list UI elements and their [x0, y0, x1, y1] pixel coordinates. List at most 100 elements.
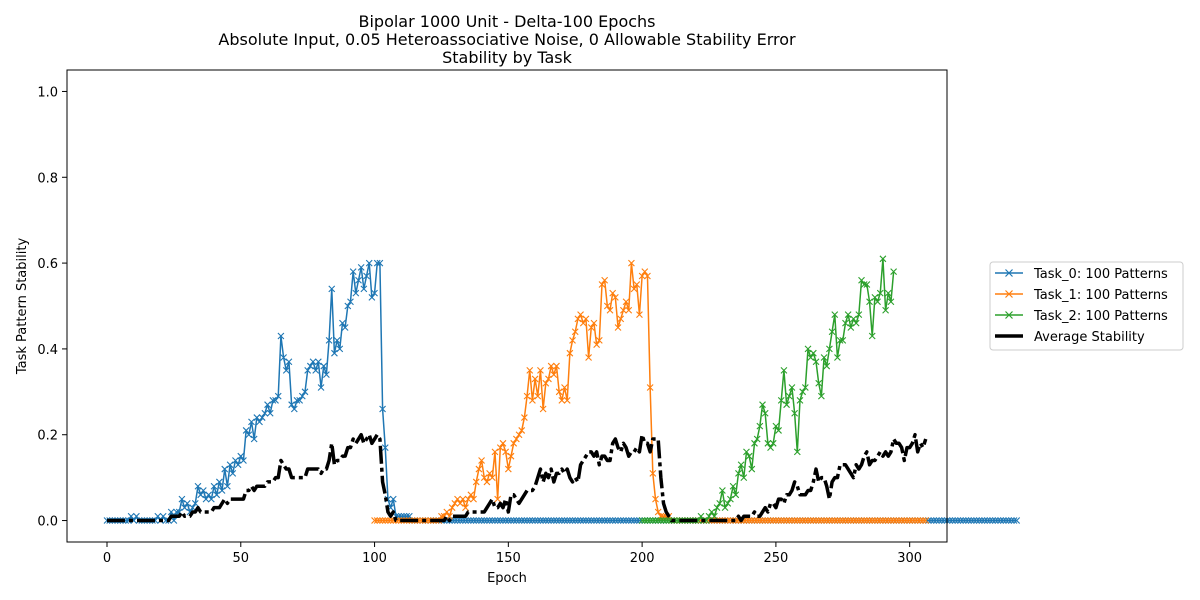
- series-task-1-point: [791, 517, 799, 524]
- series-task-1-point: [834, 517, 841, 524]
- series-task-1-point: [617, 315, 625, 323]
- series-task-2-point: [828, 328, 836, 336]
- series-task-0-point: [515, 517, 523, 524]
- y-tick-label: 0.2: [37, 429, 58, 444]
- series-task-0-point: [938, 517, 946, 524]
- series-task-0-point: [630, 517, 638, 524]
- series-task-0-point: [240, 457, 247, 464]
- series-task-0-point: [628, 517, 635, 524]
- series-task-0-point: [277, 332, 285, 340]
- series-task-1-point: [558, 397, 566, 404]
- series-task-0-point: [989, 517, 997, 524]
- series-task-1-point: [424, 517, 432, 524]
- series-task-1-point: [892, 517, 900, 524]
- series-task-1-point: [462, 504, 469, 512]
- series-task-1-point: [582, 315, 590, 323]
- series-task-1-point: [438, 512, 445, 520]
- series-task-0-point: [290, 405, 298, 413]
- series-task-0-point: [323, 371, 330, 379]
- series-task-0-point: [563, 517, 571, 524]
- series-task-1-line: [374, 262, 926, 522]
- series-task-1-point: [454, 495, 461, 503]
- series-task-2-point: [842, 319, 849, 327]
- series-task-0-point: [529, 517, 536, 524]
- series-task-0-point: [296, 397, 304, 404]
- series-task-2-point: [788, 384, 796, 391]
- series-task-0-point: [368, 294, 376, 301]
- series-task-0-point: [981, 517, 988, 524]
- series-task-0-point: [636, 517, 643, 524]
- series-task-2-point: [855, 311, 863, 318]
- series-task-1-point: [783, 517, 790, 524]
- series-task-2-point: [649, 517, 657, 524]
- series-task-2-point: [708, 508, 716, 516]
- series-task-0-point: [518, 517, 526, 524]
- series-task-2-point: [858, 276, 865, 284]
- series-task-1-point: [646, 384, 654, 391]
- series-task-0-point: [488, 517, 496, 524]
- legend-frame: [989, 261, 1184, 351]
- series-task-0-point: [625, 517, 633, 524]
- series-task-0-point: [130, 517, 138, 524]
- series-task-1-point: [515, 431, 523, 439]
- series-task-1-point: [550, 371, 558, 379]
- series-task-0-point: [199, 487, 207, 494]
- series-task-1-point: [753, 517, 761, 524]
- series-task-0-point: [999, 517, 1007, 524]
- series-task-1-point: [416, 517, 424, 524]
- series-task-0-point: [341, 324, 349, 331]
- series-task-0-point: [611, 517, 619, 524]
- y-axis: 0.0 0.2 0.4 0.6 0.8 1.0: [37, 85, 67, 530]
- series-task-0-point: [925, 517, 932, 524]
- series-task-0-point: [373, 259, 381, 267]
- series-task-1-point: [906, 517, 914, 524]
- series-task-2-point: [724, 499, 732, 507]
- series-task-1-point: [654, 508, 662, 516]
- series-task-1-point: [724, 517, 732, 524]
- series-task-1-point: [895, 517, 903, 524]
- series-task-1-point: [852, 517, 860, 524]
- series-task-1-point: [879, 517, 887, 524]
- series-task-0-point: [930, 517, 938, 524]
- series-task-0-point: [496, 517, 504, 524]
- series-task-2-point: [831, 311, 839, 318]
- series-task-1-point: [603, 302, 611, 310]
- series-task-0-point: [363, 272, 370, 280]
- series-task-1-point: [804, 517, 812, 524]
- series-task-1-point: [866, 517, 873, 524]
- series-task-0-point: [232, 457, 239, 464]
- series-task-2-point: [769, 439, 777, 447]
- series-task-0-point: [127, 512, 135, 520]
- series-task-1-point: [542, 379, 550, 387]
- series-task-1-point: [756, 517, 764, 524]
- series-task-1-point: [727, 517, 734, 524]
- y-axis-label: Task Pattern Stability: [15, 238, 30, 376]
- series-task-1-point: [743, 517, 750, 524]
- series-task-2-point: [764, 439, 772, 447]
- series-task-1-point: [826, 517, 833, 524]
- series-task-0-point: [189, 504, 197, 512]
- series-task-2-point: [860, 281, 868, 288]
- series-task-2-point: [823, 362, 831, 370]
- series-task-0-point: [170, 517, 178, 524]
- series-task-0-point: [617, 517, 625, 524]
- series-task-1-point: [606, 306, 614, 314]
- series-task-1-point: [868, 517, 876, 524]
- series-task-0-point: [547, 517, 555, 524]
- series-task-1-point: [831, 517, 839, 524]
- series-task-1-point: [622, 298, 630, 306]
- chart-title-line-3: Stability by Task: [442, 48, 573, 67]
- series-task-2-point: [743, 448, 750, 456]
- series-task-0-point: [347, 298, 354, 306]
- series-task-0-point: [523, 517, 531, 524]
- series-task-0-point: [951, 517, 959, 524]
- series-task-1-point: [638, 272, 646, 280]
- series-task-0-point: [339, 319, 346, 327]
- series-task-0-line: [107, 262, 1017, 522]
- series-task-2-point: [884, 289, 892, 297]
- series-task-0-point: [957, 517, 964, 524]
- series-task-2-point: [780, 366, 788, 374]
- series-task-0-point: [962, 517, 970, 524]
- x-tick-label: 0: [103, 551, 111, 566]
- series-task-1: [371, 259, 930, 524]
